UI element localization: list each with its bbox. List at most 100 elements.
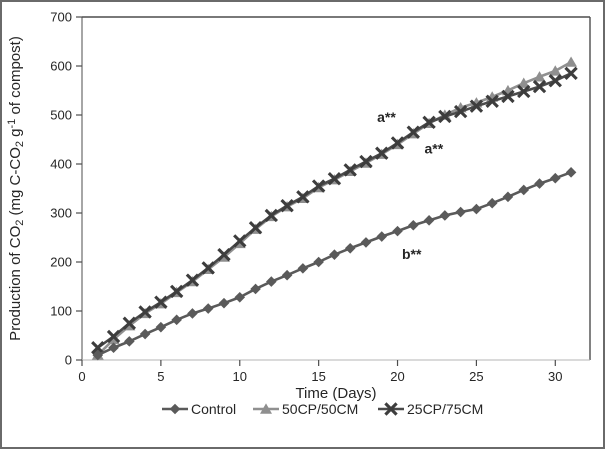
legend: Control 50CP/50CM 25CP/75CM	[162, 401, 483, 417]
triangle-marker-icon	[549, 65, 562, 76]
x-marker-icon	[91, 341, 105, 355]
diamond-marker-icon	[92, 349, 104, 361]
diamond-marker-icon	[313, 256, 324, 268]
x-axis-tick-label: 15	[311, 369, 325, 384]
diamond-marker-icon	[108, 342, 119, 354]
diamond-marker-icon	[124, 336, 135, 347]
series-control	[92, 167, 577, 361]
diamond-marker-icon	[329, 249, 340, 260]
x-marker-icon	[343, 163, 357, 177]
diamond-marker-icon	[187, 308, 198, 319]
x-marker-icon	[296, 190, 310, 204]
y-axis-tick-label: 600	[50, 59, 72, 74]
x-marker-icon	[280, 198, 294, 213]
x-marker-icon	[138, 305, 152, 319]
diamond-marker-icon	[171, 314, 182, 326]
x-marker-icon	[185, 273, 200, 287]
diamond-marker-icon	[565, 167, 577, 178]
x-marker-icon	[359, 154, 373, 169]
y-axis-tick-label: 200	[50, 255, 72, 270]
series-line	[97, 171, 572, 357]
diamond-marker-icon	[202, 303, 214, 314]
x-marker-icon	[548, 74, 562, 88]
x-marker-icon	[532, 79, 547, 94]
x-axis-tick-label: 25	[469, 369, 483, 384]
y-axis-tick-label: 400	[50, 157, 72, 172]
diamond-marker-icon	[423, 215, 435, 226]
x-marker-icon	[422, 115, 436, 130]
x-marker-icon	[390, 136, 405, 150]
diamond-marker-icon	[549, 172, 561, 184]
x-marker-icon	[327, 172, 342, 186]
diamond-marker-icon	[218, 297, 230, 309]
legend-item-25cp-75cm: 25CP/75CM	[378, 401, 483, 417]
diamond-marker-icon	[534, 178, 545, 189]
x-marker-icon	[311, 179, 326, 193]
triangle-marker-icon	[517, 77, 530, 88]
diamond-marker-icon	[439, 210, 451, 221]
diamond-marker-icon	[360, 237, 372, 248]
x-axis-tick-label: 20	[390, 369, 404, 384]
diamond-marker-icon	[471, 203, 482, 215]
diamond-marker-icon	[408, 219, 419, 231]
x-axis-tick-label: 5	[157, 369, 164, 384]
diamond-marker-icon	[486, 197, 498, 209]
x-marker-icon	[517, 84, 531, 99]
diamond-marker-icon	[297, 263, 309, 274]
series-line	[96, 60, 572, 357]
legend-label: 50CP/50CM	[282, 401, 358, 417]
legend-label: 25CP/75CM	[407, 401, 483, 417]
y-axis-tick-label: 500	[50, 108, 72, 123]
triangle-marker-icon	[260, 403, 272, 414]
annotation-label: a**	[424, 140, 443, 156]
x-marker-icon	[169, 284, 184, 299]
diamond-marker-icon	[250, 283, 261, 295]
x-marker-icon	[248, 221, 263, 235]
legend-item-50cp-50cm: 50CP/50CM	[253, 401, 358, 417]
x-marker-icon	[122, 316, 137, 330]
x-marker-icon	[264, 208, 279, 223]
diamond-marker-icon	[266, 276, 277, 287]
y-axis-tick-label: 700	[50, 10, 72, 25]
legend-item-control: Control	[162, 401, 236, 417]
annotation-label: a**	[377, 109, 396, 125]
x-marker-icon	[375, 146, 389, 160]
y-axis-tick-label: 0	[65, 353, 72, 368]
x-axis-title: Time (Days)	[295, 385, 376, 402]
x-axis-tick-label: 30	[548, 369, 562, 384]
x-marker-icon	[154, 295, 168, 309]
diamond-marker-icon	[139, 328, 151, 340]
x-marker-icon	[106, 329, 121, 344]
x-marker-icon	[438, 109, 452, 124]
x-marker-icon	[406, 125, 420, 139]
diamond-marker-icon	[392, 225, 403, 237]
y-axis-tick-label: 300	[50, 206, 72, 221]
diamond-marker-icon	[455, 206, 466, 218]
y-axis-tick-label: 100	[50, 304, 72, 319]
annotation-label: b**	[402, 246, 422, 262]
x-axis-tick-label: 10	[233, 369, 247, 384]
series-line	[97, 72, 572, 349]
diamond-marker-icon	[376, 231, 388, 242]
x-marker-icon	[485, 94, 499, 108]
x-marker-icon	[217, 247, 231, 262]
x-marker-icon	[564, 66, 578, 81]
series-25cp-75cm	[91, 66, 578, 355]
triangle-marker-icon	[533, 71, 546, 82]
triangle-marker-icon	[565, 56, 578, 67]
x-marker-icon	[469, 99, 484, 113]
diamond-marker-icon	[155, 321, 167, 333]
x-marker-icon	[453, 104, 468, 119]
diamond-marker-icon	[502, 191, 514, 203]
diamond-marker-icon	[281, 269, 293, 281]
x-axis-tick-label: 0	[78, 369, 85, 384]
x-marker-icon	[233, 234, 247, 248]
x-marker-icon	[384, 402, 398, 416]
x-marker-icon	[201, 261, 215, 275]
y-axis-title: Production of CO2 (mg C-CO2 g-1 of compo…	[6, 36, 26, 341]
legend-label: Control	[191, 401, 236, 417]
diamond-marker-icon	[169, 403, 181, 415]
diamond-marker-icon	[344, 242, 356, 254]
